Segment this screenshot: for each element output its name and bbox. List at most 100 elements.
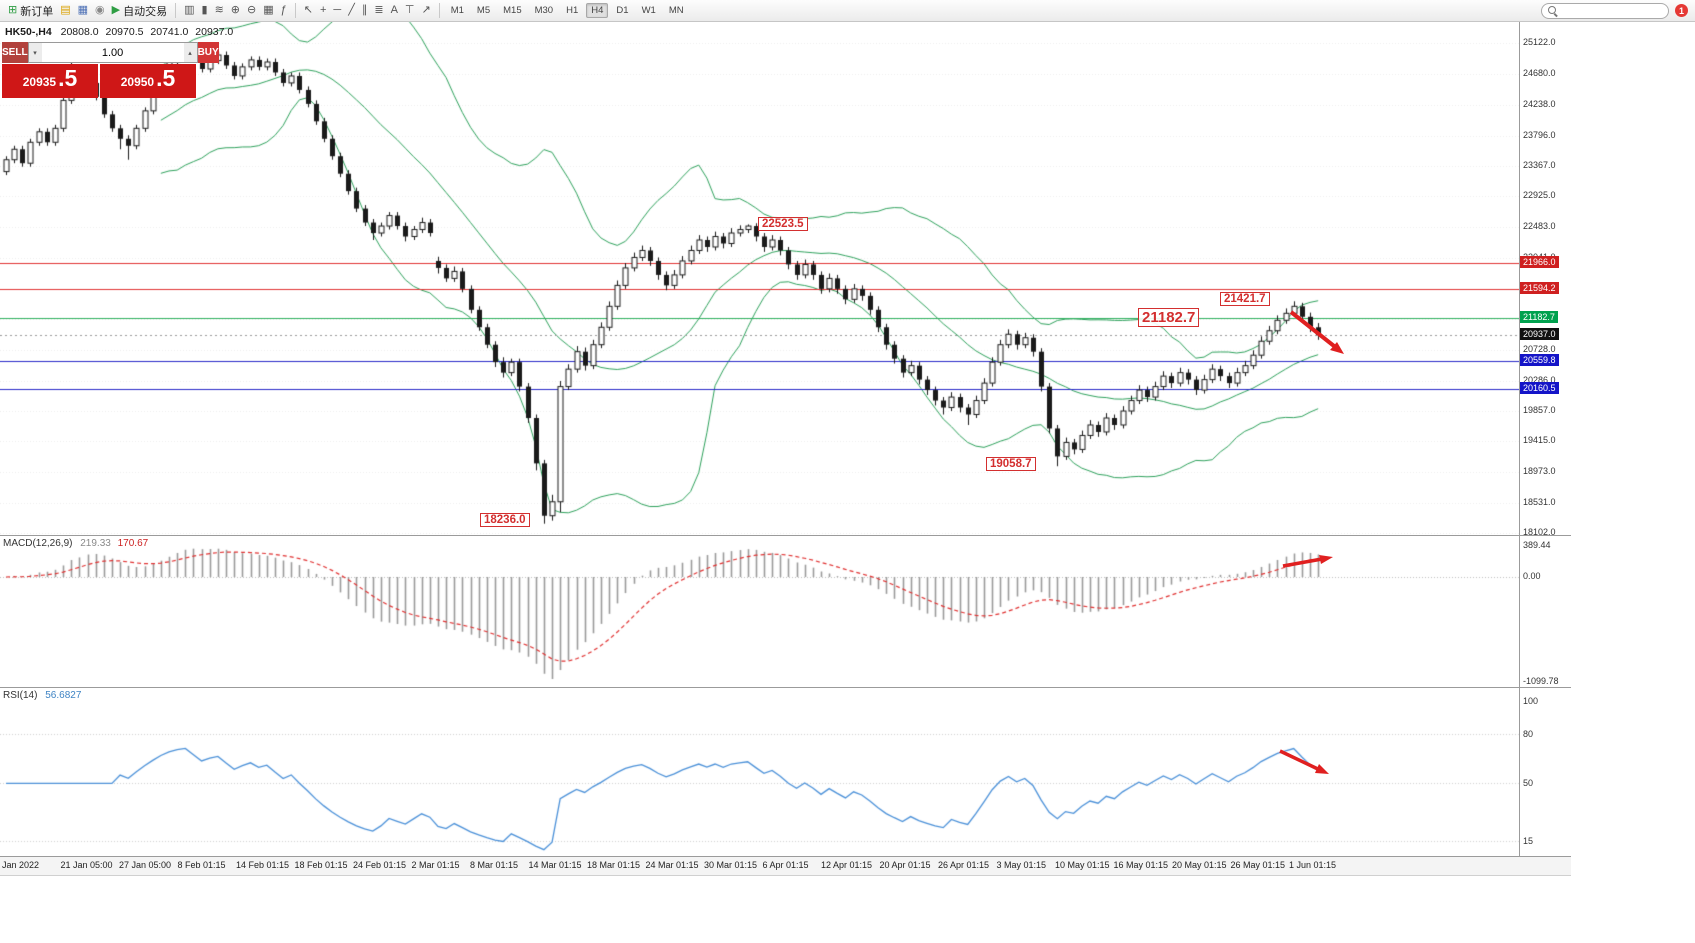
rsi-axis-label: 100 — [1523, 696, 1539, 706]
rsi-panel-canvas[interactable] — [0, 688, 1520, 856]
panel-divider[interactable] — [0, 535, 1571, 536]
buy-button[interactable]: BUY — [197, 42, 219, 63]
buy-price-main: 20950 — [120, 75, 155, 89]
macd-panel-canvas[interactable] — [0, 536, 1520, 686]
time-axis-label: 26 Apr 01:15 — [938, 860, 990, 870]
crosshair-icon: + — [319, 4, 327, 16]
price-axis-label: 19857.0 — [1523, 404, 1556, 415]
time-axis-label: 20 Apr 01:15 — [879, 860, 931, 870]
time-axis-label: 18 Mar 01:15 — [587, 860, 641, 870]
sell-button[interactable]: SELL — [2, 42, 28, 63]
rsi-indicator-label: RSI(14) 56.6827 — [3, 690, 81, 701]
time-axis-label: 16 May 01:15 — [1113, 860, 1169, 870]
price-axis-label: 23367.0 — [1523, 159, 1556, 170]
new-order-button[interactable]: ⊞ 新订单 — [5, 2, 56, 20]
notification-badge[interactable]: 1 — [1675, 4, 1688, 17]
tile-windows-button[interactable]: ▦ — [260, 2, 276, 20]
price-annotation[interactable]: 21182.7 — [1138, 308, 1200, 327]
price-axis-border — [1519, 22, 1520, 856]
candlestick-chart-icon: ▮ — [201, 4, 208, 16]
price-chart-canvas[interactable] — [0, 22, 1520, 535]
sell-price-pip: .5 — [58, 65, 78, 91]
search-icon — [1548, 5, 1558, 16]
equidistant-channel-icon: ∥ — [361, 4, 368, 16]
rsi-name: RSI(14) — [3, 690, 38, 701]
cursor-button[interactable]: ↖ — [301, 2, 316, 20]
volume-up-button[interactable]: ▴ — [183, 43, 197, 62]
price-axis-label: 18531.0 — [1523, 497, 1556, 508]
sell-price-main: 20935 — [22, 75, 57, 89]
search-box[interactable] — [1541, 2, 1669, 19]
zoom-in-button[interactable]: ⊕ — [228, 2, 243, 20]
time-axis-label: 21 Jan 05:00 — [60, 860, 113, 870]
time-axis-label: 12 Apr 01:15 — [821, 860, 873, 870]
timeframe-mn-button[interactable]: MN — [668, 5, 684, 16]
buy-price-box[interactable]: 20950 .5 — [100, 64, 196, 98]
new-order-button-label: 新订单 — [20, 5, 54, 18]
equidistant-channel-button[interactable]: ∥ — [359, 2, 371, 20]
price-axis-label: 24680.0 — [1523, 67, 1556, 78]
market-depth-button[interactable]: ▤ — [57, 2, 73, 20]
chart-window-icon: ▦ — [77, 4, 89, 16]
new-order-icon: ⊞ — [8, 4, 18, 16]
timeframe-m30-button[interactable]: M30 — [534, 5, 554, 16]
price-axis-label: 19415.0 — [1523, 435, 1556, 446]
timeframe-m15-button[interactable]: M15 — [503, 5, 522, 16]
time-axis-label: 6 Apr 01:15 — [762, 860, 809, 870]
bar-chart-icon: ▥ — [184, 4, 195, 16]
text-label-button[interactable]: ⊤ — [402, 2, 418, 20]
volume-input[interactable] — [41, 43, 184, 62]
timeframe-w1-button[interactable]: W1 — [641, 5, 656, 16]
line-chart-button[interactable]: ≋ — [212, 2, 227, 20]
fibonacci-button[interactable]: ≣ — [371, 2, 386, 20]
price-axis-label: 23796.0 — [1523, 129, 1556, 140]
time-axis-label: 30 Mar 01:15 — [704, 860, 758, 870]
text-button[interactable]: A — [388, 2, 401, 20]
trendline-button[interactable]: ╱ — [345, 2, 358, 20]
time-axis-label: 18 Feb 01:15 — [294, 860, 348, 870]
chart-open: 20808.0 — [60, 26, 99, 38]
price-line-tag: 21182.7 — [1520, 310, 1558, 323]
volume-down-button[interactable]: ▾ — [28, 43, 42, 62]
panel-divider[interactable] — [0, 687, 1571, 688]
price-axis-label: 18973.0 — [1523, 466, 1556, 477]
price-annotation[interactable]: 19058.7 — [986, 457, 1036, 471]
timeframe-h4-button[interactable]: H4 — [586, 3, 609, 18]
price-axis-label: 20286.0 — [1523, 374, 1556, 385]
indicators-button[interactable]: ƒ — [278, 2, 290, 20]
chart-window-button[interactable]: ▦ — [75, 2, 91, 20]
candlestick-chart-button[interactable]: ▮ — [199, 2, 211, 20]
horizontal-line-button[interactable]: ─ — [330, 2, 344, 20]
crosshair-button[interactable]: + — [317, 2, 329, 20]
price-annotation[interactable]: 22523.5 — [758, 217, 808, 231]
arrows-button[interactable]: ↗ — [419, 2, 434, 20]
chart-symbol: HK50-,H4 — [5, 26, 52, 38]
toolbar-separator — [438, 3, 440, 18]
price-annotation[interactable]: 21421.7 — [1220, 292, 1270, 306]
trendline-icon: ╱ — [348, 4, 355, 16]
timeframe-d1-button[interactable]: D1 — [616, 5, 629, 16]
price-annotation[interactable]: 18236.0 — [480, 513, 530, 527]
zoom-in-icon: ⊕ — [230, 4, 241, 16]
timeframe-h1-button[interactable]: H1 — [566, 5, 579, 16]
horizontal-line-icon: ─ — [333, 4, 342, 16]
zoom-out-button[interactable]: ⊖ — [244, 2, 259, 20]
bar-chart-button[interactable]: ▥ — [181, 2, 197, 20]
search-input[interactable] — [1562, 5, 1662, 16]
macd-main-value: 219.33 — [80, 538, 111, 549]
text-label-icon: ⊤ — [404, 4, 415, 16]
time-axis-label: 8 Mar 01:15 — [470, 860, 519, 870]
rsi-axis-label: 80 — [1523, 728, 1534, 739]
market-depth-icon: ▤ — [60, 4, 71, 16]
price-axis-label: 18102.0 — [1523, 527, 1556, 538]
time-axis-label: 8 Feb 01:15 — [177, 860, 226, 870]
community-button[interactable]: ◉ — [92, 2, 108, 20]
time-axis-label: 2 Mar 01:15 — [411, 860, 460, 870]
timeframe-m5-button[interactable]: M5 — [476, 5, 491, 16]
rsi-axis-label: 50 — [1523, 778, 1534, 789]
time-axis[interactable] — [0, 856, 1571, 876]
timeframe-m1-button[interactable]: M1 — [450, 5, 464, 16]
auto-trading-button[interactable]: ▶ 自动交易 — [109, 2, 170, 20]
sell-price-box[interactable]: 20935 .5 — [2, 64, 98, 98]
